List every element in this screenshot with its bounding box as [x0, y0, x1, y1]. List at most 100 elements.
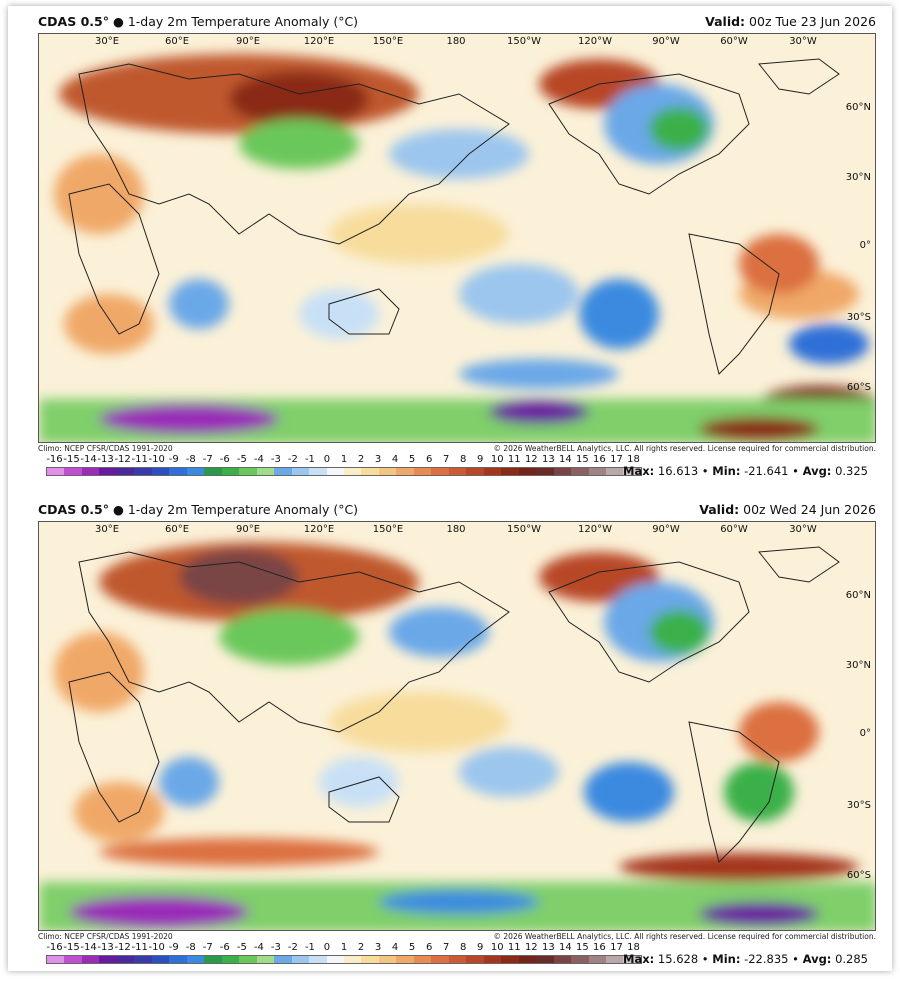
colorbar-tick-label: 6 [425, 942, 433, 953]
map-panel-2: CDAS 0.5° ● 1-day 2m Temperature Anomaly… [8, 494, 892, 971]
colorbar-swatch [378, 956, 397, 963]
panel-header: CDAS 0.5° ● 1-day 2m Temperature Anomaly… [38, 500, 876, 520]
colorbar-swatch [448, 956, 467, 963]
latitude-label: 30°N [845, 172, 871, 183]
colorbar-swatch [151, 468, 170, 475]
longitude-label: 30°W [789, 36, 817, 47]
colorbar-tick-label: 10 [490, 454, 504, 465]
colorbar: -16 -15 -14 -13 -12 -11 -10 -9 -8 -7 -6 -5 -4 -3 -2 -1 0… [46, 454, 642, 478]
colorbar-tick-label: -1 [304, 454, 315, 465]
colorbar: -16 -15 -14 -13 -12 -11 -10 -9 -8 -7 -6 -5 -4 -3 -2 -1 0… [46, 942, 642, 966]
colorbar-swatch [588, 956, 606, 963]
colorbar-swatch [309, 468, 327, 475]
longitude-label: 90°E [235, 36, 261, 47]
colorbar-swatch [116, 956, 135, 963]
colorbar-swatch [256, 468, 275, 475]
colorbar-tick-label: 1 [340, 942, 348, 953]
latitude-label: 30°S [846, 312, 871, 323]
field-stats: Max: 15.628 • Min: -22.835 • Avg: 0.285 [623, 952, 868, 966]
colorbar-tick-label: 6 [425, 454, 433, 465]
colorbar-swatch [623, 468, 641, 475]
colorbar-tick-label: -16 [46, 942, 63, 953]
colorbar-tick-label: 0 [323, 454, 331, 465]
longitude-label: 90°W [652, 524, 680, 535]
colorbar-swatch [623, 956, 641, 963]
colorbar-swatch [64, 956, 82, 963]
colorbar-swatch [169, 468, 187, 475]
panel-header: CDAS 0.5° ● 1-day 2m Temperature Anomaly… [38, 12, 876, 32]
colorbar-tick-label: -11 [131, 942, 148, 953]
colorbar-tick-label: -12 [114, 454, 131, 465]
colorbar-swatch [536, 468, 554, 475]
latitude-label: 60°N [845, 590, 871, 601]
colorbar-swatch [431, 956, 449, 963]
anomaly-map: 30°E 60°E 90°E 120°E 150°E 180 150°W 120… [38, 521, 876, 931]
colorbar-tick-label: -6 [219, 454, 230, 465]
colorbar-swatch [99, 468, 117, 475]
valid-time: Valid: 00z Wed 24 Jun 2026 [699, 502, 876, 517]
colorbar-tick-label: -14 [80, 454, 97, 465]
latitude-label: 30°S [846, 800, 871, 811]
valid-time: Valid: 00z Tue 23 Jun 2026 [705, 14, 876, 29]
colorbar-swatch [396, 956, 414, 963]
colorbar-tick-label: -5 [236, 454, 247, 465]
map-graphic [39, 34, 875, 442]
colorbar-tick-label: 14 [558, 454, 572, 465]
colorbar-swatch [204, 956, 222, 963]
colorbar-swatch [606, 468, 624, 475]
colorbar-swatch [518, 468, 537, 475]
colorbar-swatch [47, 468, 65, 475]
colorbar-tick-label: 16 [593, 454, 606, 465]
latitude-label: 60°S [846, 382, 871, 393]
longitude-label: 120°W [578, 36, 612, 47]
colorbar-swatch [309, 956, 327, 963]
colorbar-tick-label: 2 [357, 942, 365, 953]
colorbar-tick-label: -3 [270, 454, 281, 465]
colorbar-tick-label: -1 [304, 942, 315, 953]
colorbar-swatch [239, 468, 257, 475]
colorbar-swatch [536, 956, 554, 963]
anomaly-map: 30°E 60°E 90°E 120°E 150°E 180 150°W 120… [38, 33, 876, 443]
colorbar-swatch [256, 956, 275, 963]
colorbar-swatch [326, 468, 344, 475]
colorbar-swatch [274, 956, 292, 963]
latitude-label: 30°N [845, 660, 871, 671]
colorbar-tick-label: 5 [408, 454, 416, 465]
colorbar-swatch [186, 468, 205, 475]
colorbar-tick-label: 18 [627, 942, 640, 953]
longitude-label: 150°E [372, 524, 404, 535]
colorbar-tick-label: 12 [524, 454, 538, 465]
map-title: CDAS 0.5° ● 1-day 2m Temperature Anomaly… [38, 502, 359, 517]
colorbar-swatch [64, 468, 82, 475]
longitude-label: 90°W [652, 36, 680, 47]
longitude-label: 60°W [720, 36, 748, 47]
colorbar-tick-label: -15 [63, 942, 80, 953]
climo-source: Climo: NCEP CFSR/CDAS 1991-2020 [38, 932, 173, 941]
colorbar-swatch [606, 956, 624, 963]
colorbar-swatch [343, 468, 362, 475]
colorbar-swatch [361, 956, 379, 963]
colorbar-swatch [343, 956, 362, 963]
map-panel-1: CDAS 0.5° ● 1-day 2m Temperature Anomaly… [8, 6, 892, 486]
colorbar-tick-label: 9 [477, 942, 484, 953]
latitude-label: 0° [859, 240, 871, 251]
colorbar-tick-label: 5 [408, 942, 416, 953]
longitude-label: 90°E [235, 524, 261, 535]
colorbar-tick-label: 14 [558, 942, 572, 953]
longitude-label: 180 [446, 36, 466, 47]
colorbar-swatch [483, 956, 502, 963]
longitude-label: 30°W [789, 524, 817, 535]
longitude-label: 150°W [507, 36, 541, 47]
colorbar-tick-label: 4 [391, 454, 399, 465]
colorbar-swatch [221, 956, 240, 963]
colorbar-swatch [448, 468, 467, 475]
colorbar-tick-label: 15 [576, 942, 589, 953]
copyright-notice: © 2026 WeatherBELL Analytics, LLC. All r… [493, 932, 876, 941]
colorbar-tick-label: -8 [185, 454, 196, 465]
colorbar-tick-label: -13 [97, 454, 114, 465]
colorbar-tick-label: -2 [287, 942, 298, 953]
longitude-label: 30°E [94, 524, 120, 535]
colorbar-swatch [571, 956, 589, 963]
colorbar-tick-label: 18 [627, 454, 640, 465]
colorbar-swatch [378, 468, 397, 475]
